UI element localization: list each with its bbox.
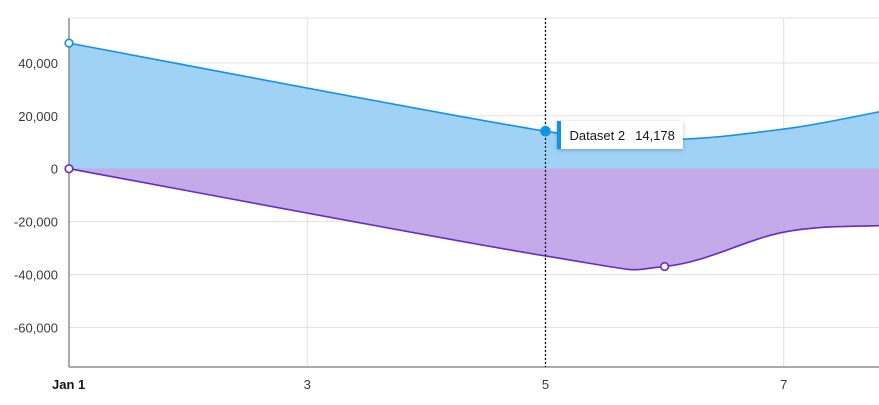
x-tick-label: 5 [542,377,549,392]
tooltip-series-name: Dataset 2 [569,127,626,143]
data-point-marker[interactable] [64,38,74,48]
y-tick-label: -40,000 [14,267,58,282]
y-tick-label: 20,000 [18,109,58,124]
x-tick-label: 3 [304,377,311,392]
y-tick-label: -20,000 [14,215,58,230]
y-tick-label: 40,000 [18,56,58,71]
tooltip-value: 14,178 [635,127,675,143]
data-point-marker[interactable] [64,164,74,174]
y-tick-label: 0 [51,162,58,177]
series-area-1 [69,168,879,270]
tooltip-color-swatch [557,121,562,150]
tick-labels: 40,000 20,000 0 -20,000 -40,000 -60,000 Jan 1 3… [14,56,787,392]
x-tick-label: Jan 1 [52,377,85,392]
series-line-1 [68,167,879,271]
series-area-0 [69,43,879,169]
chart-tooltip: Dataset 2 14,178 [557,121,683,150]
x-tick-label: 7 [780,377,787,392]
data-point-marker[interactable] [540,125,551,137]
y-tick-label: -60,000 [14,320,58,335]
series-areas [69,43,879,270]
data-point-marker[interactable] [659,261,670,272]
axes [68,18,879,368]
data-point-markers[interactable] [64,38,670,272]
